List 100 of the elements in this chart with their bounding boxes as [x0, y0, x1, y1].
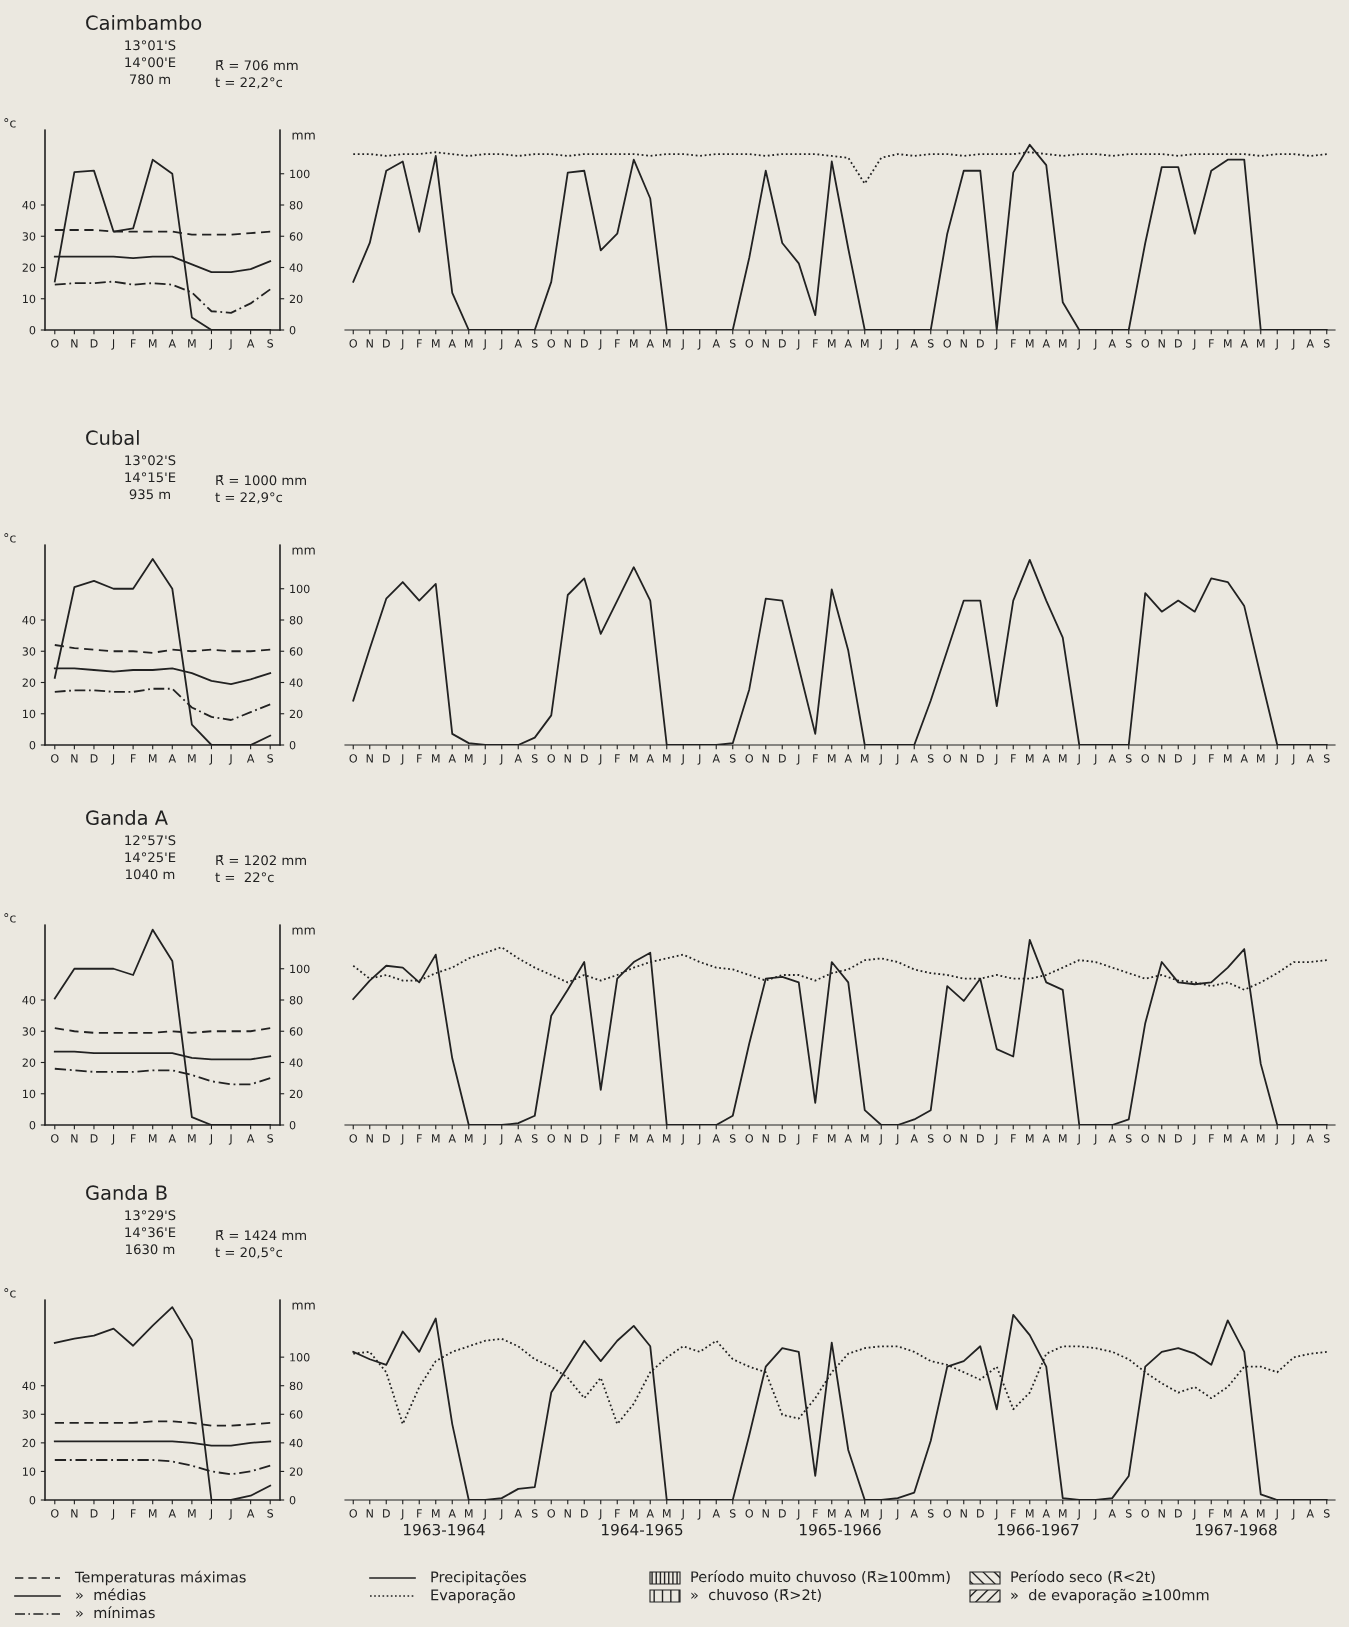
x-tick-label: A	[1108, 1134, 1116, 1143]
text: 1040 m	[126, 869, 175, 880]
x-tick-label: M	[1026, 1509, 1034, 1518]
y-tick-label: 10	[23, 1089, 36, 1099]
y2-tick-label: 80	[289, 995, 303, 1005]
x-tick-label: A	[514, 1134, 522, 1143]
text: Período muito chuvoso (R̄≥100mm)	[691, 1570, 950, 1584]
y-tick-label: 10	[23, 709, 36, 719]
x-tick-label: A	[844, 1134, 852, 1143]
x-tick-label: D	[581, 339, 588, 348]
x-tick-label: F	[1011, 339, 1016, 348]
x-tick-label: J	[879, 1134, 882, 1145]
y-tick-label: 30	[22, 1410, 36, 1419]
y2-tick-label: 0	[289, 325, 296, 335]
x-tick-label: D	[90, 754, 98, 763]
x-tick-label: N	[762, 754, 769, 763]
x-tick-label: J	[111, 754, 115, 765]
x-tick-label: S	[1323, 1509, 1330, 1518]
x-tick-label: F	[131, 754, 136, 763]
x-tick-label: M	[188, 1509, 196, 1518]
x-tick-label: J	[228, 1134, 232, 1145]
x-tick-label: D	[383, 339, 390, 348]
chart-title: Cubal	[86, 430, 139, 446]
x-tick-label: O	[547, 1509, 555, 1518]
x-tick-label: J	[1291, 1509, 1295, 1520]
text: 1964-1965	[602, 1523, 683, 1536]
x-tick-label: N	[366, 1509, 373, 1518]
x-tick-label: A	[1108, 339, 1116, 348]
x-tick-label: A	[448, 1134, 456, 1143]
x-tick-label: J	[1192, 1134, 1196, 1145]
text: 1967-1968	[1196, 1523, 1277, 1536]
x-tick-label: D	[779, 339, 786, 348]
x-tick-label: S	[729, 1509, 736, 1518]
x-tick-label: J	[400, 339, 404, 350]
y2-tick-label: 60	[289, 1410, 303, 1419]
chart-title: Ganda A	[86, 810, 168, 826]
y2-axis-title: mm	[292, 547, 315, 555]
x-tick-label: F	[615, 1509, 620, 1518]
x-tick-label: J	[895, 1134, 899, 1145]
x-tick-label: J	[1291, 754, 1295, 765]
x-tick-label: D	[90, 1134, 98, 1143]
x-tick-label: J	[1275, 754, 1278, 765]
x-tick-label: N	[564, 1509, 571, 1518]
x-tick-label: J	[1192, 339, 1196, 350]
x-tick-label: J	[209, 339, 213, 350]
x-tick-label: J	[994, 339, 998, 350]
x-tick-label: F	[1011, 1134, 1016, 1143]
x-tick-label: N	[960, 754, 967, 763]
x-tick-label: S	[729, 1134, 736, 1143]
x-tick-label: J	[697, 1509, 701, 1520]
x-tick-label: A	[1240, 754, 1248, 763]
x-tick-label: M	[1224, 339, 1232, 348]
text: 1630 m	[126, 1244, 175, 1255]
x-tick-label: D	[90, 339, 98, 348]
y-axis-title: °c	[4, 913, 16, 923]
x-tick-label: D	[977, 1134, 984, 1143]
x-tick-label: F	[813, 339, 818, 348]
x-tick-label: M	[1059, 339, 1067, 348]
x-tick-label: F	[417, 1134, 422, 1143]
x-tick-label: A	[712, 1509, 720, 1518]
x-tick-label: J	[796, 754, 800, 765]
x-tick-label: J	[111, 339, 115, 350]
x-tick-label: J	[111, 1134, 115, 1145]
x-tick-label: J	[483, 339, 486, 350]
x-tick-label: J	[1077, 754, 1080, 765]
x-tick-label: D	[581, 1134, 588, 1143]
x-tick-label: J	[681, 1134, 684, 1145]
x-tick-label: M	[861, 1134, 869, 1143]
x-tick-label: N	[1158, 1134, 1165, 1143]
x-tick-label: D	[1175, 754, 1182, 763]
x-tick-label: N	[366, 339, 373, 348]
x-tick-label: F	[813, 1134, 818, 1143]
y-tick-label: 20	[22, 263, 36, 272]
x-tick-label: S	[267, 754, 274, 763]
y2-tick-label: 20	[289, 294, 303, 304]
x-tick-label: J	[400, 1134, 404, 1145]
x-tick-label: S	[927, 754, 934, 763]
x-tick-label: J	[895, 339, 899, 350]
x-tick-label: M	[1026, 1134, 1034, 1143]
x-tick-label: D	[581, 1509, 588, 1518]
y-tick-label: 0	[29, 325, 36, 335]
x-tick-label: A	[1240, 339, 1248, 348]
x-tick-label: O	[547, 1134, 555, 1143]
x-tick-label: O	[1141, 1134, 1149, 1143]
x-tick-label: J	[994, 1509, 998, 1520]
y-tick-label: 10	[23, 294, 36, 304]
chart-title: Ganda B	[86, 1185, 167, 1201]
x-tick-label: M	[630, 339, 638, 348]
x-tick-label: M	[188, 754, 196, 763]
x-tick-label: O	[745, 754, 753, 763]
x-tick-label: F	[131, 339, 136, 348]
x-tick-label: D	[977, 339, 984, 348]
x-tick-label: A	[910, 754, 918, 763]
x-tick-label: N	[762, 1134, 769, 1143]
y2-tick-label: 80	[289, 1381, 303, 1391]
x-tick-label: J	[697, 754, 701, 765]
x-tick-label: S	[729, 339, 736, 348]
x-tick-label: M	[465, 339, 473, 348]
x-tick-label: D	[383, 1509, 390, 1518]
y2-axis-title: mm	[292, 132, 315, 140]
